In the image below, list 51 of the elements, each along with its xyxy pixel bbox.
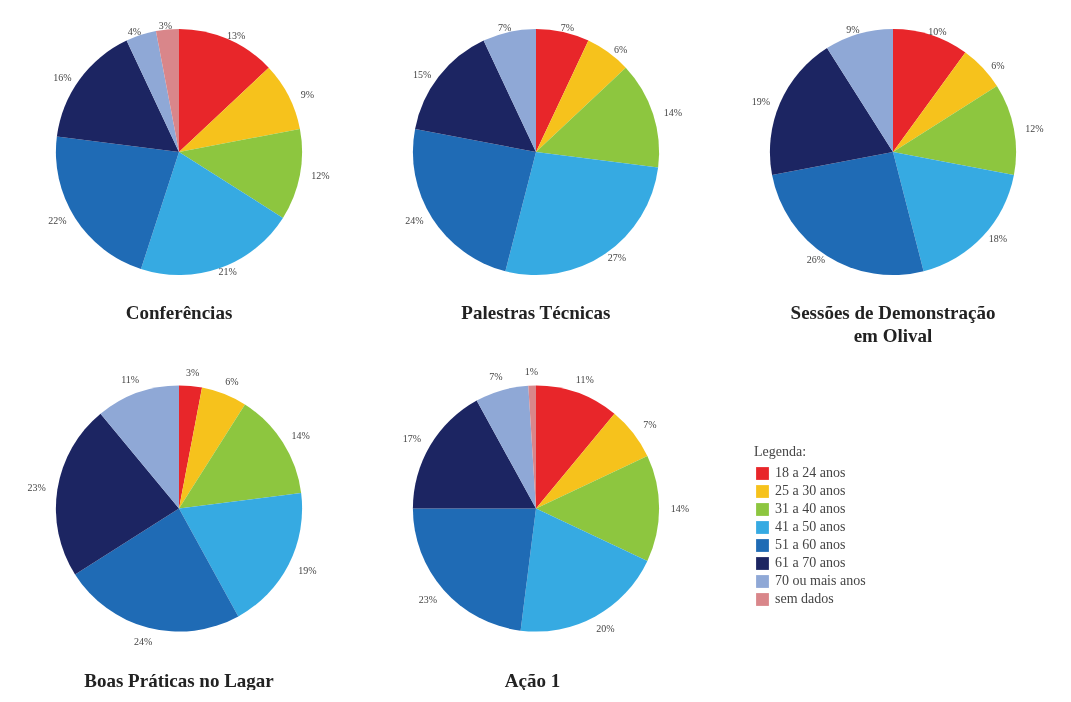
text: Conferências [125,301,233,323]
data-label: 13% [227,29,246,41]
data-label: 7% [560,22,575,34]
text: Palestras Técnicas [461,301,611,323]
data-label: 19% [751,96,770,108]
legend-label: sem dados [775,591,834,607]
data-label: 17% [402,433,422,445]
legend-label: 61 a 70 anos [775,555,846,571]
legend-label: 25 a 30 anos [775,483,846,499]
legend-label: 31 a 40 anos [775,501,846,517]
data-label: 6% [613,43,628,55]
data-label: 20% [596,623,615,635]
data-label: 19% [298,565,317,577]
data-label: 11% [121,374,140,386]
data-label: 26% [806,253,825,265]
legend-label: 18 a 24 anos [775,465,846,481]
data-label: 15% [413,68,432,80]
text: Ação 1 [504,669,561,691]
data-label: 14% [670,503,690,514]
data-label: 7% [489,371,503,383]
data-label: 22% [48,214,67,226]
data-label: 4% [127,25,142,37]
data-label: 7% [643,419,657,431]
data-label: 1% [524,366,539,378]
data-label: 16% [53,71,72,83]
data-label: 7% [497,22,512,34]
text: Sessões de Demonstração em Olival [790,301,996,346]
data-label: 27% [607,251,627,263]
data-label: 24% [405,214,424,226]
data-label: 3% [185,366,200,378]
legend-label: 41 a 50 anos [775,519,846,535]
data-label: 14% [663,107,683,119]
data-label: 9% [846,24,860,36]
data-label: 6% [991,59,1005,71]
data-label: 9% [300,88,315,100]
data-label: 6% [225,375,239,387]
data-label: 12% [1025,122,1044,134]
legend-title: Legenda: [754,444,808,460]
data-label: 12% [311,170,330,182]
data-label: 24% [134,635,153,647]
data-label: 3% [158,19,173,31]
legend-label: 70 ou mais anos [775,573,866,589]
data-label: 21% [218,266,237,278]
data-label: 11% [575,374,594,386]
data-label: 23% [418,593,438,605]
data-label: 23% [27,481,46,493]
data-label: 14% [291,429,310,441]
legend-label: 51 a 60 anos [775,537,846,553]
data-label: 18% [988,233,1008,245]
data-label: 10% [928,25,947,37]
text: Boas Práticas no Lagar [84,669,275,691]
